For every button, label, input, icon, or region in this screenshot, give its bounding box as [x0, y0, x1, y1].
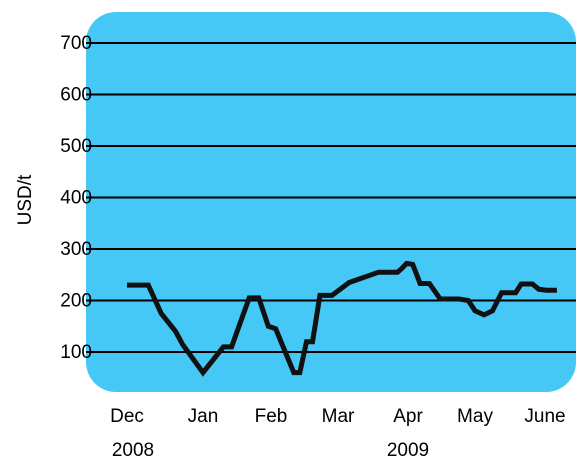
y-tick-label-100: 100: [60, 342, 92, 363]
series-group: [127, 260, 557, 377]
y-tick-label-300: 300: [60, 239, 92, 260]
gridlines: [86, 42, 576, 353]
y-tick-label-600: 600: [60, 85, 92, 106]
x-tick-label-may: May: [457, 406, 493, 427]
y-tick-label-700: 700: [60, 33, 92, 54]
x-tick-labels: Dec Jan Feb Mar Apr May June 2008 2009: [110, 406, 566, 457]
x-tick-label-feb: Feb: [255, 406, 288, 427]
x-tick-label-jan: Jan: [188, 406, 219, 427]
y-tick-label-500: 500: [60, 136, 92, 157]
x-tick-label-mar: Mar: [322, 406, 355, 427]
y-tick-label-200: 200: [60, 291, 92, 312]
y-tick-label-400: 400: [60, 188, 92, 209]
x-year-label-2008: 2008: [112, 440, 154, 457]
x-year-label-2009: 2009: [387, 440, 429, 457]
y-tick-labels: 100 200 300 400 500 600 700: [60, 33, 92, 363]
plot-area: [86, 12, 576, 392]
x-tick-label-dec: Dec: [110, 406, 144, 427]
series-line-0: [127, 260, 557, 377]
y-axis-title: USD/t: [15, 174, 36, 225]
x-tick-label-june: June: [524, 406, 565, 427]
x-tick-label-apr: Apr: [393, 406, 423, 427]
